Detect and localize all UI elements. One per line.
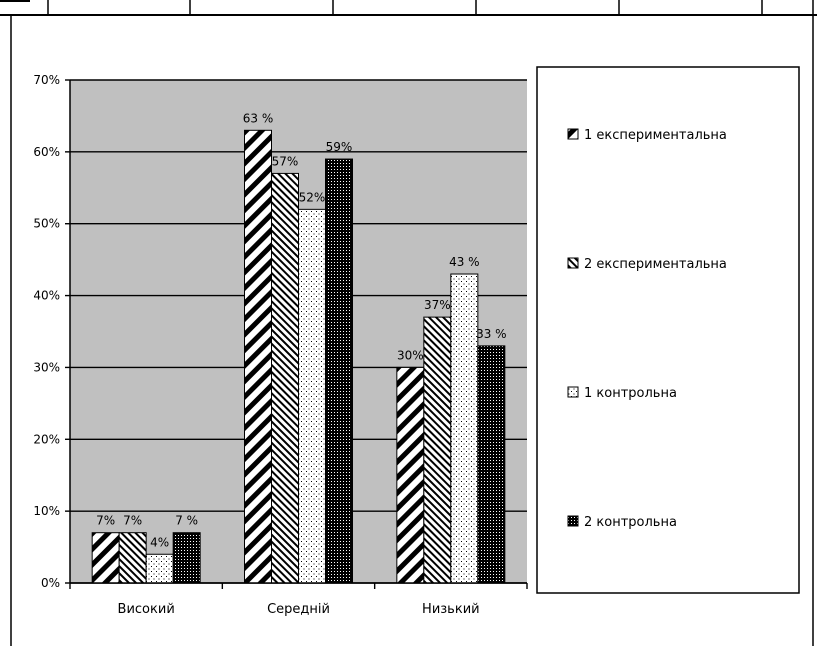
legend: 1 експериментальна 2 експериментальна 1 ко… — [567, 128, 727, 530]
bar — [271, 172, 299, 584]
data-label: 30% — [397, 348, 424, 362]
data-label: 37% — [424, 298, 451, 312]
bar — [244, 129, 272, 584]
bar — [423, 316, 452, 584]
y-tick-label: 40% — [33, 289, 60, 303]
legend-swatch — [567, 386, 579, 398]
legend-swatch — [567, 515, 579, 527]
data-label: 7 % — [175, 514, 198, 528]
bar — [145, 553, 174, 584]
bar — [172, 532, 201, 584]
bar — [396, 366, 425, 584]
legend-label: 1 контрольна — [584, 386, 677, 401]
legend-swatch — [567, 128, 579, 140]
data-label: 52% — [299, 190, 326, 204]
bar — [477, 345, 506, 584]
x-tick-label: Високий — [118, 602, 175, 617]
legend-swatch — [567, 257, 579, 269]
bars — [70, 129, 527, 584]
y-tick-label: 20% — [33, 432, 60, 446]
y-tick-label: 70% — [33, 73, 60, 87]
y-tick-label: 50% — [33, 217, 60, 231]
x-axis: Високий Середній Низький — [69, 583, 528, 617]
legend-label: 2 експериментальна — [584, 257, 727, 272]
bar — [325, 158, 353, 584]
data-label: 63 % — [243, 111, 274, 125]
bar — [450, 273, 479, 584]
data-label: 43 % — [449, 255, 480, 269]
data-label: 57% — [272, 154, 299, 168]
x-tick-label: Низький — [422, 602, 480, 617]
y-axis: 0% 10% 20% 30% 40% 50% 60% 70% — [33, 73, 71, 590]
data-labels: 7% 7% 4% 7 % 63 % 57% 52% 59% 30% 37% 43 % 33 % — [96, 111, 506, 549]
y-tick-label: 60% — [33, 145, 60, 159]
data-label: 4% — [150, 535, 169, 549]
y-tick-label: 10% — [33, 504, 60, 518]
data-label: 7% — [96, 514, 115, 528]
x-tick-label: Середній — [267, 602, 330, 617]
legend-label: 2 контрольна — [584, 515, 677, 530]
bar — [118, 532, 147, 584]
bar — [91, 532, 120, 584]
data-label: 59% — [326, 140, 353, 154]
legend-label: 1 експериментальна — [584, 128, 727, 143]
y-tick-label: 0% — [41, 576, 60, 590]
bar — [298, 208, 326, 584]
data-label: 7% — [123, 514, 142, 528]
legend-box — [536, 66, 800, 594]
data-label: 33 % — [476, 327, 507, 341]
y-tick-label: 30% — [33, 360, 60, 374]
